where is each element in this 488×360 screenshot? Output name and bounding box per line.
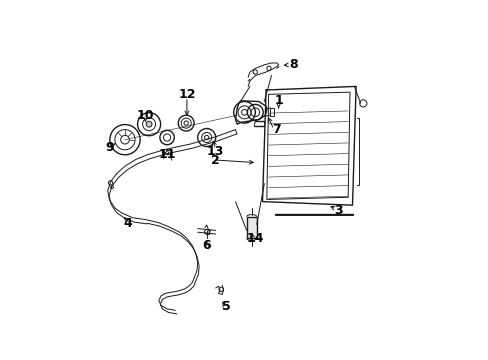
Bar (269, 108, 274, 116)
Text: 6: 6 (202, 239, 211, 252)
Text: 14: 14 (246, 232, 264, 245)
Text: 8: 8 (288, 58, 297, 71)
Text: 1: 1 (274, 94, 283, 107)
Text: 2: 2 (211, 154, 220, 167)
Text: 10: 10 (137, 109, 154, 122)
Text: 11: 11 (158, 148, 176, 161)
Bar (246, 217, 256, 238)
Text: 4: 4 (123, 217, 132, 230)
Text: 7: 7 (272, 123, 281, 136)
Text: 12: 12 (178, 88, 195, 101)
Circle shape (146, 121, 152, 127)
Text: 5: 5 (222, 300, 230, 313)
Text: 3: 3 (333, 204, 342, 217)
Text: 13: 13 (206, 145, 224, 158)
Text: 9: 9 (105, 141, 114, 154)
